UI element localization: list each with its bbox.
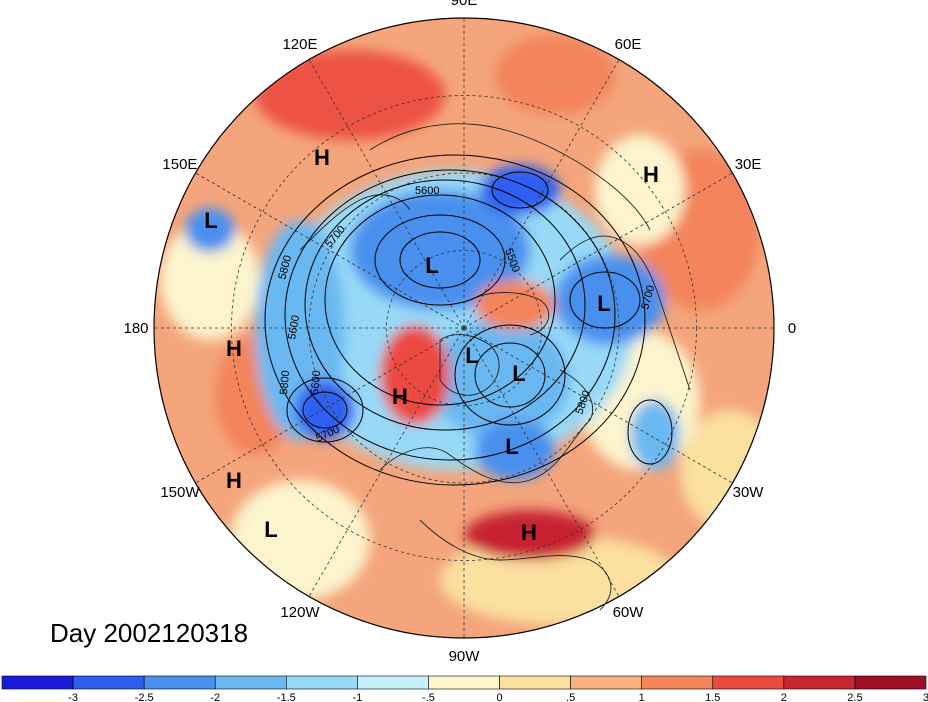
colorbar-label: -.5 xyxy=(422,692,435,702)
high-pressure-marker: H xyxy=(392,384,408,409)
colorbar-swatch xyxy=(712,675,785,690)
longitude-label: 120E xyxy=(282,36,317,53)
longitude-label: 30W xyxy=(733,484,765,501)
colorbar-swatch xyxy=(357,675,429,690)
colorbar-swatch xyxy=(428,675,500,690)
colorbar-label: -1.5 xyxy=(277,692,296,702)
colorbar-swatch xyxy=(499,675,571,690)
contour-label: 5600 xyxy=(286,314,302,340)
latitude-circle xyxy=(308,172,620,484)
coastlines xyxy=(299,123,691,611)
colorbar-label: 2 xyxy=(781,692,787,702)
longitude-label: 60W xyxy=(613,604,645,621)
low-pressure-marker: L xyxy=(465,343,478,368)
low-pressure-marker: L xyxy=(264,517,277,542)
high-pressure-marker: H xyxy=(643,162,659,187)
low-pressure-marker: L xyxy=(597,291,610,316)
colorbar-swatch xyxy=(214,675,287,690)
colorbar-label: -2 xyxy=(210,692,220,702)
contour-label: 5600 xyxy=(309,370,323,395)
colorbar-swatch xyxy=(641,675,714,690)
longitude-label: 180 xyxy=(123,320,148,337)
meridian-line xyxy=(463,327,733,484)
date-label: Day 2002120318 xyxy=(50,618,249,648)
contour-label: 5600 xyxy=(415,185,439,197)
low-pressure-marker: L xyxy=(505,434,518,459)
longitude-label: 90W xyxy=(449,648,481,665)
colorbar-label: 2.5 xyxy=(847,692,862,702)
high-pressure-marker: H xyxy=(314,145,330,170)
low-pressure-marker: L xyxy=(512,361,525,386)
latitude-circle xyxy=(231,95,697,561)
longitude-label: 0 xyxy=(788,320,796,337)
longitude-label: 150E xyxy=(162,156,197,173)
colorbar-swatch xyxy=(72,675,145,690)
colorbar-label: .5 xyxy=(566,692,575,702)
colorbar-label: 1 xyxy=(639,692,645,702)
longitude-label: 90E xyxy=(451,0,478,9)
meridian-line xyxy=(195,172,465,329)
low-pressure-marker: L xyxy=(204,208,217,233)
meridian-line xyxy=(463,59,620,329)
graticule xyxy=(154,18,774,638)
colorbar-swatch xyxy=(143,675,216,690)
colorbar-label: -3 xyxy=(68,692,78,702)
colorbar-label: 3 xyxy=(923,692,928,702)
high-pressure-marker: H xyxy=(226,468,242,493)
contour-label: 5800 xyxy=(278,370,292,395)
colorbar-swatch xyxy=(783,675,856,690)
meridian-line xyxy=(308,327,465,597)
colorbar-swatch xyxy=(854,675,927,690)
high-pressure-marker: H xyxy=(521,520,537,545)
high-pressure-marker: H xyxy=(226,336,242,361)
longitude-labels: 90E 60E 30E 0 30W 60W 90W 120W 150W 180 150E 120E xyxy=(123,0,796,665)
latitude-circle xyxy=(386,250,542,406)
low-pressure-marker: L xyxy=(425,253,438,278)
meridian-line xyxy=(195,327,465,484)
longitude-label: 60E xyxy=(615,36,642,53)
colorbar-label: 1.5 xyxy=(705,692,720,702)
longitude-label: 150W xyxy=(160,484,200,501)
colorbar-swatch xyxy=(1,675,74,690)
colorbar-swatch xyxy=(570,675,642,690)
colorbar-label: -1 xyxy=(352,692,362,702)
colorbar-swatch xyxy=(286,675,358,690)
longitude-label: 30E xyxy=(735,156,762,173)
meridian-line xyxy=(463,327,620,597)
longitude-label: 120W xyxy=(280,604,320,621)
colorbar-label: -2.5 xyxy=(135,692,154,702)
meridian-line xyxy=(463,172,733,329)
meridian-line xyxy=(308,59,465,329)
colorbar-label: 0 xyxy=(496,692,502,702)
colorbar: -3 -2.5 -2 -1.5 -1 -.5 0 .5 1 1.5 2 2.5 3 xyxy=(1,675,928,702)
map-boundary xyxy=(153,17,775,639)
height-contours xyxy=(264,154,673,486)
